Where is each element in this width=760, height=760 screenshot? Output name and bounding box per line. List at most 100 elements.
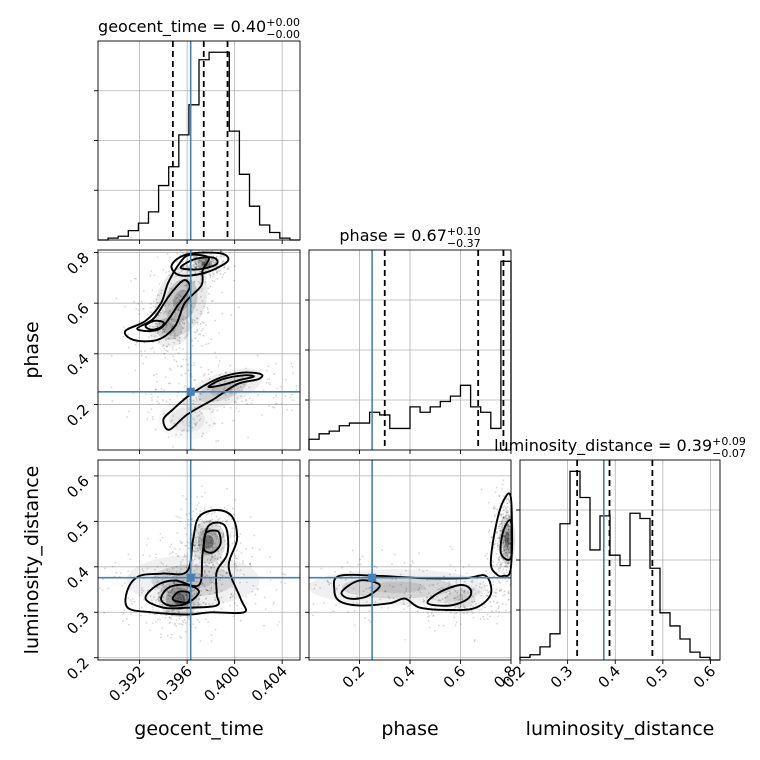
sample-point [210,253,213,256]
marginal-title: luminosity_distance = 0.39+0.09 −0.07 [494,435,746,460]
sample-point [477,591,480,593]
sample-point [208,408,211,411]
sample-point [175,515,178,517]
sample-point [373,565,376,567]
sample-point [187,541,189,544]
sample-point [506,565,508,567]
sample-point [162,596,165,599]
sample-point [195,550,198,553]
sample-point [110,354,113,357]
sample-point [169,323,172,326]
sample-point [498,525,501,528]
sample-point [157,591,160,594]
sample-point [448,581,450,584]
sample-point [154,388,157,391]
sample-point [491,610,493,613]
sample-point [250,402,253,405]
sample-point [223,387,226,389]
sample-point [205,520,208,523]
sample-point [163,331,166,334]
contour-line [136,279,191,333]
sample-point [418,568,421,571]
sample-point [213,280,216,283]
sample-point [492,564,494,567]
sample-point [461,594,463,597]
sample-point [175,597,178,600]
sample-point [158,302,160,304]
sample-point [177,382,180,385]
sample-point [171,588,174,591]
sample-point [201,264,204,267]
sample-point [245,595,248,598]
sample-point [208,254,211,256]
sample-point [213,532,216,535]
sample-point [229,596,232,599]
sample-point [174,335,176,337]
sample-point [269,571,272,573]
sample-point [198,258,201,261]
sample-point [193,337,196,339]
sample-point [162,328,164,331]
sample-point [141,300,143,303]
sample-point [110,386,113,389]
sample-point [127,597,130,599]
sample-point [214,554,216,557]
sample-point [368,587,370,589]
sample-point [156,618,159,621]
sample-point [495,532,498,535]
sample-point [219,250,222,253]
sample-point [430,612,433,615]
sample-point [194,256,197,259]
sample-point [171,325,174,328]
sample-point [216,399,219,402]
sample-point [192,256,195,259]
sample-point [149,595,152,598]
sample-point [150,408,153,410]
sample-point [177,611,180,614]
sample-point [205,553,208,556]
sample-point [470,581,473,583]
sample-point [490,536,493,539]
sample-point [479,583,482,585]
sample-point [265,382,268,384]
sample-point [503,538,506,540]
sample-point [391,578,394,580]
sample-point [225,572,228,575]
sample-point [168,274,170,276]
sample-point [153,351,156,353]
sample-point [197,502,200,504]
sample-point [202,601,205,604]
sample-point [199,259,202,261]
sample-point [150,347,152,350]
sample-point [502,513,505,515]
sample-point [231,586,234,588]
sample-point [197,340,200,343]
sample-point [368,609,371,612]
sample-point [182,327,185,330]
sample-point [196,321,199,324]
sample-point [237,410,240,413]
sample-point [208,263,211,266]
sample-point [175,360,178,363]
sample-point [123,609,125,611]
sample-point [221,261,224,264]
sample-point [148,612,151,615]
sample-point [489,541,491,544]
sample-point [199,398,202,401]
sample-point [432,615,435,617]
sample-point [496,578,499,580]
sample-point [493,508,495,510]
sample-point [432,614,435,617]
sample-point [470,609,473,612]
sample-point [435,595,438,598]
sample-point [219,525,222,528]
sample-point [273,406,276,409]
sample-point [211,557,213,559]
sample-point [507,549,510,552]
sample-point [245,398,248,401]
sample-point [176,260,179,263]
sample-point [213,582,216,585]
sample-point [199,530,202,533]
sample-point [506,531,509,534]
sample-point [486,618,489,621]
